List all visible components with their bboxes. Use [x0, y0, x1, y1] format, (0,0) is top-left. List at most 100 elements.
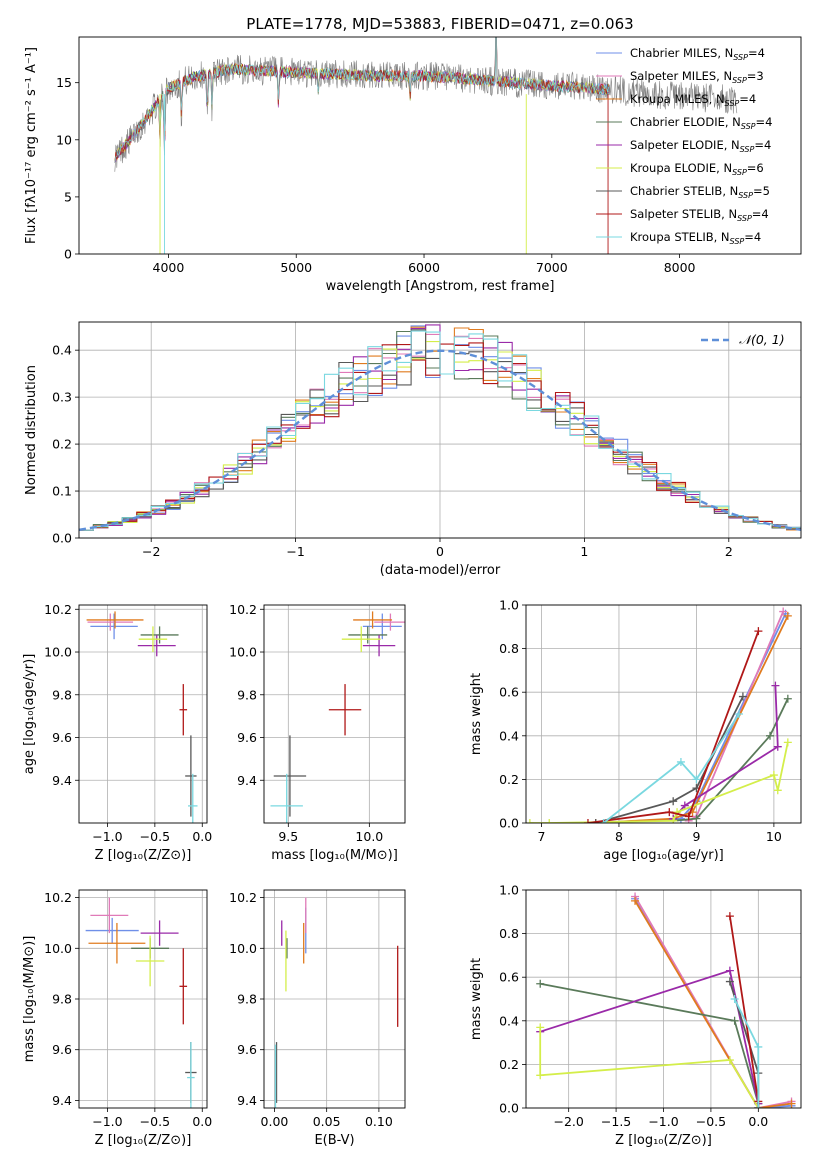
- age_vs_mass-plot-area: [270, 611, 405, 823]
- mass_vs_EBV-chart: 0.00 0.05 0.10 9.4 9.6 9.8 10.0 10.2 E(B-V): [229, 889, 406, 1148]
- mass_vs_Z-frame: [78, 889, 208, 1109]
- figure-title: PLATE=1778, MJD=53883, FIBERID=0471, z=0…: [246, 15, 633, 33]
- weight_vs_Z-marker-kroupa_elodie: [725, 1056, 734, 1065]
- age_vs_Z-y-tick-label: 10.0: [44, 645, 72, 660]
- age_vs_mass-x-tick-label: 9.5: [278, 829, 298, 844]
- legend-label-salpeter_elodie: Salpeter ELODIE, NSSP=4: [630, 138, 771, 154]
- weight_vs_Z-y-tick-label: 0.4: [499, 1013, 519, 1028]
- weight_vs_age-x-tick-label: 9: [692, 829, 700, 844]
- weight_vs_age-marker-kroupa_stelib: [599, 819, 608, 823]
- mass_vs_Z-x-tick-label: −1.0: [92, 1114, 122, 1129]
- age_vs_mass-y-tick-label: 9.4: [237, 773, 257, 788]
- weight_vs_age-marker-chabrier_elodie: [692, 814, 701, 823]
- mass_vs_EBV-y-tick-label: 10.0: [229, 941, 257, 956]
- age_vs_Z-x-tick-label: 0.0: [192, 829, 212, 844]
- age_vs_Z-x-label: Z [log₁₀(Z/Z⊙)]: [95, 848, 192, 863]
- weight_vs_age-x-tick-label: 10: [766, 829, 782, 844]
- spectrum-plot-area: [114, 37, 738, 254]
- weight_vs_age-marker-kroupa_elodie: [669, 816, 678, 823]
- age_vs_Z-y-tick-label: 10.2: [44, 602, 72, 617]
- spectrum-frame: [78, 36, 802, 255]
- weight_vs_age-line-salpeter_stelib: [587, 630, 760, 823]
- age_vs_mass-y-tick-label: 10.0: [229, 645, 257, 660]
- age_vs_Z-x-tick-label: −1.0: [92, 829, 122, 844]
- residuals-y-tick-label: 0.1: [52, 484, 72, 499]
- mass_vs_Z-y-tick-label: 10.0: [44, 941, 72, 956]
- mass_vs_Z-y-tick-label: 10.2: [44, 890, 72, 905]
- weight_vs_Z-x-tick-label: −2.0: [553, 1114, 583, 1129]
- residuals-y-tick-label: 0.4: [52, 343, 72, 358]
- weight_vs_age-marker-kroupa_elodie: [769, 771, 778, 780]
- legend-label-salpeter_stelib: Salpeter STELIB, NSSP=4: [630, 207, 769, 223]
- weight_vs_age-y-label: mass weight: [469, 673, 484, 755]
- mass_vs_EBV-y-tick-label: 9.4: [237, 1093, 257, 1108]
- age_vs_mass-frame: [263, 604, 406, 824]
- weight_vs_Z-marker-kroupa_stelib: [754, 1042, 763, 1051]
- weight_vs_Z-x-tick-label: 0.0: [748, 1114, 768, 1129]
- weight_vs_age-chart: 7 8 9 10 0.0 0.2 0.4 0.6 0.8 1.0 age [log₁₀(age/yr…: [469, 598, 802, 863]
- weight_vs_Z-marker-kroupa_elodie: [536, 1071, 545, 1080]
- residuals-y-tick-label: 0.2: [52, 437, 72, 452]
- mass_vs_EBV-x-tick-label: 0.00: [261, 1114, 289, 1129]
- weight_vs_age-marker-salpeter_elodie: [771, 681, 780, 690]
- spectrum-model-kroupa_stelib: [114, 37, 609, 163]
- weight_vs_Z-y-tick-label: 0.6: [499, 970, 519, 985]
- residuals-x-tick-label: 1: [580, 544, 588, 559]
- spectrum-y-label: Flux [fλ10⁻¹⁷ erg cm⁻² s⁻¹ A⁻¹]: [24, 47, 39, 244]
- weight_vs_age-marker-kroupa_elodie: [545, 819, 554, 823]
- spectrum-y-tick-label: 15: [56, 75, 72, 90]
- weight_vs_age-x-tick-label: 7: [538, 829, 546, 844]
- weight_vs_age-frame: [525, 604, 802, 824]
- weight_vs_Z-y-tick-label: 0.2: [499, 1057, 519, 1072]
- spectrum-x-tick-label: 8000: [664, 260, 696, 275]
- mass_vs_Z-y-tick-label: 9.6: [52, 1042, 72, 1057]
- residuals-plot-area: [79, 324, 801, 531]
- weight_vs_Z-marker-kroupa_miles: [631, 896, 640, 905]
- spectrum-x-label: wavelength [Angstrom, rest frame]: [326, 279, 555, 294]
- weight_vs_age-marker-salpeter_stelib: [583, 819, 592, 823]
- weight_vs_Z-y-label: mass weight: [469, 958, 484, 1040]
- weight_vs_age-marker-chabrier_elodie: [783, 694, 792, 703]
- age_vs_Z-x-tick-label: −0.5: [140, 829, 170, 844]
- weight_vs_age-marker-salpeter_stelib: [665, 808, 674, 817]
- weight_vs_Z-marker-kroupa_stelib: [754, 1104, 763, 1108]
- residuals-frame: [78, 321, 802, 539]
- weight_vs_Z-line-kroupa_miles: [634, 900, 792, 1108]
- age_vs_mass-x-tick-label: 10.0: [355, 829, 383, 844]
- mass_vs_Z-y-tick-label: 9.4: [52, 1093, 72, 1108]
- weight_vs_Z-marker-kroupa_elodie: [536, 1023, 545, 1032]
- weight_vs_age-marker-salpeter_stelib: [684, 812, 693, 821]
- weight_vs_age-plot-area: [526, 607, 792, 823]
- spectrum-x-tick-label: 6000: [408, 260, 440, 275]
- weight_vs_age-y-tick-label: 0.6: [499, 685, 519, 700]
- weight_vs_Z-line-kroupa_elodie: [539, 1027, 760, 1108]
- weight_vs_Z-marker-chabrier_stelib: [725, 977, 734, 986]
- spectrum-x-tick-label: 5000: [280, 260, 312, 275]
- weight_vs_age-x-tick-label: 8: [615, 829, 623, 844]
- legend-label-chabrier_miles: Chabrier MILES, NSSP=4: [630, 46, 765, 62]
- spectrum-x-tick-label: 4000: [153, 260, 185, 275]
- age_vs_Z-plot-area: [86, 611, 198, 823]
- weight_vs_age-marker-salpeter_stelib: [754, 627, 763, 636]
- age_vs_Z-y-label: age [log₁₀(age/yr)]: [22, 654, 37, 775]
- mass_vs_EBV-y-tick-label: 10.2: [229, 890, 257, 905]
- mass_vs_EBV-plot-area: [274, 897, 399, 1108]
- weight_vs_age-marker-kroupa_miles: [783, 611, 792, 620]
- residuals-x-tick-label: −1: [286, 544, 304, 559]
- weight_vs_Z-y-tick-label: 0.8: [499, 926, 519, 941]
- residuals-x-tick-label: 0: [436, 544, 444, 559]
- weight_vs_age-marker-salpeter_elodie: [773, 742, 782, 751]
- spectrum-y-tick-label: 10: [56, 132, 72, 147]
- age_vs_mass-chart: 9.5 10.0 9.4 9.6 9.8 10.0 10.2 mass [log₁₀(M/M⊙…: [229, 602, 406, 863]
- legend-label-kroupa_miles: Kroupa MILES, NSSP=4: [630, 92, 756, 108]
- age_vs_Z-frame: [78, 604, 208, 824]
- legend-label-normal: 𝒩(0, 1): [739, 332, 785, 347]
- mass_vs_EBV-frame: [263, 889, 406, 1109]
- legend-label-kroupa_stelib: Kroupa STELIB, NSSP=4: [630, 230, 761, 246]
- weight_vs_Z-chart: −2.0 −1.5 −1.0 −0.5 0.0 0.0 0.2 0.4 0.6 0.8 1.0 Z […: [469, 883, 802, 1148]
- weight_vs_Z-x-tick-label: −1.5: [601, 1114, 631, 1129]
- weight_vs_age-y-tick-label: 1.0: [499, 598, 519, 613]
- age_vs_mass-y-tick-label: 9.8: [237, 687, 257, 702]
